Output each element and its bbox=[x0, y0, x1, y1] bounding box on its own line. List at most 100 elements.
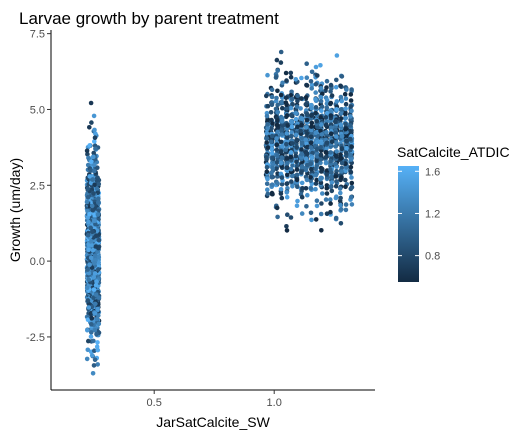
data-point bbox=[334, 149, 340, 154]
data-point bbox=[299, 170, 304, 175]
data-point bbox=[93, 131, 98, 136]
data-point bbox=[84, 285, 90, 291]
data-point bbox=[348, 157, 354, 162]
data-point bbox=[294, 203, 300, 208]
data-point bbox=[339, 74, 345, 79]
data-point bbox=[96, 321, 102, 327]
data-point bbox=[278, 191, 284, 196]
data-point bbox=[309, 155, 315, 161]
data-point bbox=[284, 141, 289, 147]
data-point bbox=[308, 210, 314, 216]
data-point bbox=[92, 168, 97, 174]
data-point bbox=[303, 166, 309, 172]
data-point bbox=[285, 172, 290, 178]
data-point bbox=[288, 150, 294, 155]
data-point bbox=[95, 340, 100, 345]
data-point bbox=[299, 122, 304, 128]
data-point bbox=[319, 228, 324, 233]
data-point bbox=[294, 145, 300, 150]
data-point bbox=[265, 187, 270, 192]
data-point bbox=[339, 98, 345, 104]
data-point bbox=[294, 137, 300, 143]
data-point bbox=[294, 172, 300, 178]
data-point bbox=[290, 163, 295, 168]
colorbar-label: 0.8 bbox=[425, 251, 440, 263]
data-point bbox=[323, 150, 329, 155]
data-point bbox=[328, 197, 333, 202]
data-point bbox=[269, 175, 275, 180]
data-point bbox=[329, 139, 335, 144]
x-tick-label: 0.5 bbox=[147, 397, 162, 409]
data-point bbox=[93, 283, 99, 288]
data-point bbox=[289, 124, 295, 130]
data-point bbox=[348, 92, 354, 97]
data-point bbox=[275, 153, 280, 158]
data-point bbox=[279, 143, 285, 149]
data-point bbox=[274, 142, 280, 147]
data-point bbox=[274, 57, 280, 63]
data-point bbox=[85, 347, 91, 353]
x-axis-ticks: 0.5 1.0 bbox=[147, 390, 282, 409]
data-point bbox=[304, 83, 310, 88]
data-point bbox=[314, 146, 320, 152]
data-point bbox=[290, 184, 295, 189]
data-point bbox=[92, 357, 98, 363]
data-point bbox=[279, 155, 285, 160]
data-point bbox=[339, 160, 345, 166]
data-point bbox=[343, 207, 349, 213]
data-point bbox=[348, 128, 353, 134]
data-point bbox=[92, 135, 98, 140]
data-point bbox=[304, 151, 310, 157]
data-point bbox=[324, 119, 329, 124]
data-point bbox=[318, 152, 324, 158]
y-tick-label: 5.0 bbox=[30, 104, 45, 116]
data-point bbox=[343, 121, 348, 127]
data-point bbox=[324, 98, 330, 103]
data-point bbox=[264, 181, 270, 186]
data-point bbox=[339, 107, 345, 112]
data-point bbox=[303, 137, 309, 142]
data-point bbox=[324, 110, 330, 116]
data-point bbox=[293, 110, 299, 116]
data-point bbox=[323, 197, 329, 202]
data-point bbox=[86, 219, 91, 225]
y-tick-label: 7.5 bbox=[30, 29, 45, 41]
data-point bbox=[343, 106, 348, 112]
data-point bbox=[92, 271, 98, 276]
data-point bbox=[92, 182, 97, 188]
data-point bbox=[305, 162, 310, 168]
data-point bbox=[333, 134, 339, 139]
data-point bbox=[93, 221, 98, 227]
data-point bbox=[298, 128, 304, 134]
data-point bbox=[265, 125, 271, 131]
data-point bbox=[324, 172, 330, 177]
colorbar-label: 1.6 bbox=[425, 166, 440, 178]
data-point bbox=[299, 211, 305, 216]
data-point bbox=[313, 181, 319, 186]
data-point bbox=[303, 102, 309, 107]
data-point bbox=[285, 212, 290, 217]
data-point bbox=[90, 247, 96, 253]
data-point bbox=[304, 61, 310, 66]
data-point bbox=[284, 181, 290, 187]
data-point bbox=[313, 90, 319, 95]
y-axis-ticks: 7.5 5.0 2.5 0.0 -2.5 bbox=[26, 29, 51, 344]
data-point bbox=[269, 117, 274, 123]
data-point bbox=[265, 103, 271, 109]
data-point bbox=[349, 175, 354, 180]
data-point bbox=[348, 123, 353, 128]
data-point bbox=[94, 186, 100, 191]
data-point bbox=[92, 127, 97, 133]
data-point bbox=[86, 305, 92, 310]
data-point bbox=[278, 60, 284, 65]
data-point bbox=[274, 160, 280, 165]
data-point bbox=[348, 152, 353, 158]
data-point bbox=[319, 122, 324, 127]
data-point bbox=[318, 160, 323, 166]
data-point bbox=[315, 139, 320, 145]
data-point bbox=[278, 49, 284, 55]
data-point bbox=[284, 78, 289, 83]
data-point bbox=[309, 166, 314, 172]
data-point bbox=[328, 125, 334, 130]
data-point bbox=[303, 186, 309, 191]
